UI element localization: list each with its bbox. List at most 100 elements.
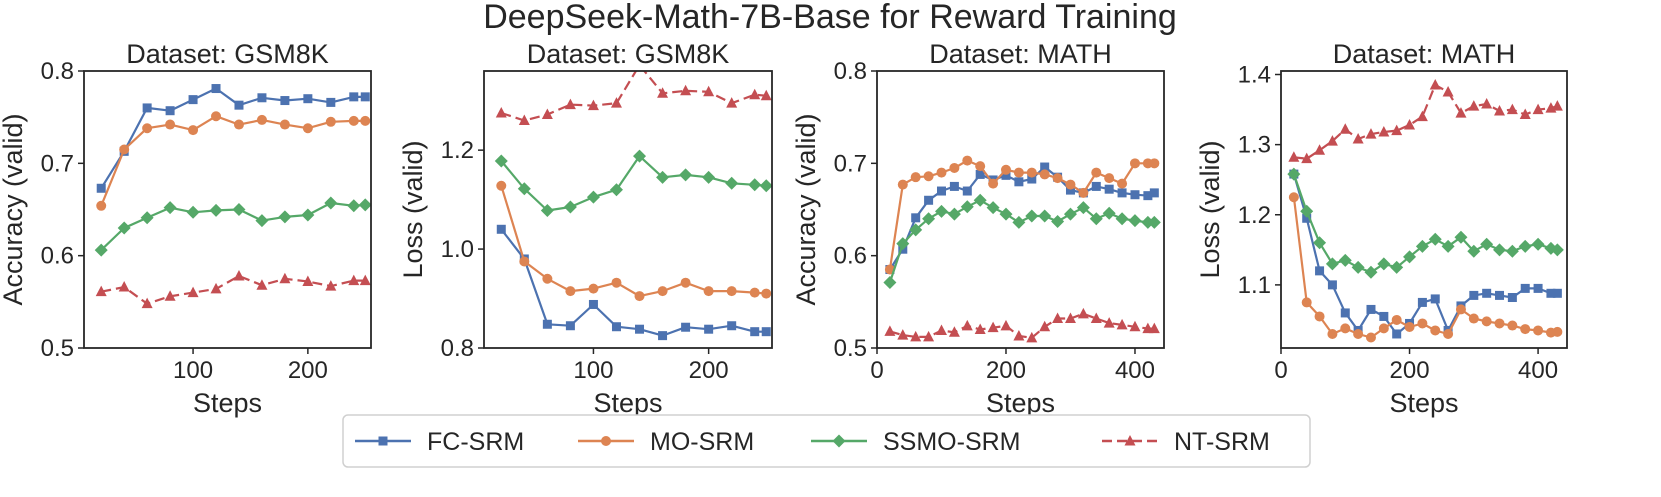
data-point-ssmo-srm bbox=[563, 200, 577, 214]
figure-title: DeepSeek-Math-7B-Base for Reward Trainin… bbox=[483, 0, 1177, 36]
data-point-fc-srm bbox=[542, 319, 552, 329]
data-point-ssmo-srm bbox=[1505, 244, 1519, 258]
y-tick-label: 1.3 bbox=[1238, 132, 1271, 159]
panel-title: Dataset: GSM8K bbox=[527, 39, 730, 69]
plot-area bbox=[883, 155, 1161, 343]
data-point-ssmo-srm bbox=[1025, 209, 1039, 223]
data-point-ssmo-srm bbox=[759, 179, 772, 193]
data-point-fc-srm bbox=[1143, 191, 1153, 201]
series-line-nt-srm bbox=[500, 71, 767, 122]
data-point-ssmo-srm bbox=[934, 204, 948, 218]
data-point-nt-srm bbox=[974, 323, 986, 335]
data-point-fc-srm bbox=[761, 327, 771, 337]
data-point-fc-srm bbox=[326, 97, 336, 107]
data-point-mo-srm bbox=[348, 115, 359, 126]
data-point-ssmo-srm bbox=[358, 198, 371, 212]
data-point-nt-srm bbox=[1551, 100, 1563, 111]
series-line-mo-srm bbox=[100, 115, 366, 207]
y-tick-label: 0.8 bbox=[41, 58, 74, 85]
data-point-ssmo-srm bbox=[186, 205, 200, 219]
data-point-fc-srm bbox=[1117, 188, 1127, 198]
data-point-mo-srm bbox=[703, 286, 714, 297]
data-point-fc-srm bbox=[1065, 185, 1075, 195]
data-point-ssmo-srm bbox=[1089, 212, 1103, 226]
data-point-ssmo-srm bbox=[1300, 204, 1314, 218]
data-point-nt-srm bbox=[935, 324, 947, 335]
data-point-ssmo-srm bbox=[1531, 237, 1545, 251]
data-point-nt-srm bbox=[760, 89, 772, 101]
data-point-ssmo-srm bbox=[517, 182, 531, 196]
data-point-mo-srm bbox=[680, 277, 691, 288]
data-point-nt-srm bbox=[726, 97, 738, 108]
x-tick-label: 100 bbox=[573, 357, 613, 384]
data-point-mo-srm bbox=[1301, 297, 1312, 308]
x-axis-label: Steps bbox=[593, 388, 662, 418]
data-point-nt-srm bbox=[164, 290, 176, 301]
data-point-mo-srm bbox=[962, 155, 973, 166]
chart-panel-1: Dataset: GSM8K 0.5 0.6 0.7 0.8 100 200 Steps Acc… bbox=[0, 39, 372, 418]
data-point-mo-srm bbox=[142, 123, 153, 134]
data-point-nt-srm bbox=[1148, 322, 1160, 334]
data-point-ssmo-srm bbox=[301, 208, 315, 222]
data-point-nt-srm bbox=[141, 297, 153, 309]
data-point-ssmo-srm bbox=[1076, 201, 1090, 215]
data-point-mo-srm bbox=[1013, 167, 1024, 178]
data-point-fc-srm bbox=[704, 324, 714, 334]
data-point-nt-srm bbox=[1339, 123, 1351, 134]
data-point-ssmo-srm bbox=[1377, 257, 1391, 271]
data-point-nt-srm bbox=[1026, 331, 1038, 343]
data-point-nt-srm bbox=[1090, 312, 1102, 323]
data-point-nt-srm bbox=[348, 274, 360, 286]
data-point-mo-srm bbox=[1104, 173, 1115, 184]
data-point-nt-srm bbox=[961, 319, 973, 331]
data-point-mo-srm bbox=[1481, 316, 1492, 327]
legend-marker-ssmo-srm bbox=[832, 434, 846, 448]
data-point-nt-srm bbox=[884, 325, 896, 336]
chart-panel-2: Dataset: GSM8K 0.8 1.0 1.2 100 200 Steps Loss (… bbox=[398, 39, 773, 418]
data-point-nt-srm bbox=[1404, 118, 1416, 130]
data-point-mo-srm bbox=[1520, 324, 1531, 335]
data-point-fc-srm bbox=[949, 181, 959, 191]
data-point-mo-srm bbox=[1327, 328, 1338, 339]
data-point-nt-srm bbox=[256, 279, 268, 290]
data-point-fc-srm bbox=[635, 324, 645, 334]
data-point-ssmo-srm bbox=[725, 176, 739, 190]
y-axis-label: Accuracy (valid) bbox=[791, 113, 821, 305]
x-tick-label: 200 bbox=[986, 357, 1026, 384]
data-point-fc-srm bbox=[234, 100, 244, 110]
data-point-mo-srm bbox=[657, 286, 668, 297]
data-point-ssmo-srm bbox=[140, 211, 154, 225]
data-point-fc-srm bbox=[1552, 288, 1562, 298]
data-point-mo-srm bbox=[119, 144, 130, 155]
data-point-fc-srm bbox=[1417, 297, 1427, 307]
data-point-nt-srm bbox=[1116, 318, 1128, 330]
y-tick-label: 0.5 bbox=[834, 335, 867, 362]
data-point-fc-srm bbox=[188, 95, 198, 105]
data-point-mo-srm bbox=[634, 291, 645, 302]
data-point-fc-srm bbox=[1533, 283, 1543, 293]
data-point-ssmo-srm bbox=[883, 275, 897, 289]
x-tick-label: 400 bbox=[1115, 357, 1155, 384]
legend: FC-SRM MO-SRM SSMO-SRM NT-SRM bbox=[342, 414, 1311, 468]
data-point-mo-srm bbox=[726, 286, 737, 297]
data-point-mo-srm bbox=[211, 111, 222, 122]
x-tick-label: 0 bbox=[1274, 357, 1287, 384]
data-point-ssmo-srm bbox=[1115, 212, 1129, 226]
data-point-fc-srm bbox=[1091, 181, 1101, 191]
data-point-nt-srm bbox=[1455, 107, 1467, 118]
data-point-ssmo-srm bbox=[960, 200, 974, 214]
data-point-mo-srm bbox=[519, 256, 530, 267]
data-point-ssmo-srm bbox=[1102, 206, 1116, 220]
data-point-mo-srm bbox=[761, 288, 772, 299]
data-point-fc-srm bbox=[1340, 308, 1350, 318]
data-point-mo-srm bbox=[1026, 167, 1037, 178]
data-point-mo-srm bbox=[1314, 311, 1325, 322]
data-point-fc-srm bbox=[1366, 304, 1376, 314]
data-point-fc-srm bbox=[962, 186, 972, 196]
data-point-fc-srm bbox=[1469, 290, 1479, 300]
plot-area bbox=[1287, 79, 1564, 343]
data-point-nt-srm bbox=[1416, 110, 1428, 122]
chart-panel-3: Dataset: MATH 0.5 0.6 0.7 0.8 0 200 400 Steps Acc… bbox=[791, 39, 1165, 418]
series-line-mo-srm bbox=[1292, 197, 1558, 339]
data-point-nt-srm bbox=[948, 326, 960, 337]
